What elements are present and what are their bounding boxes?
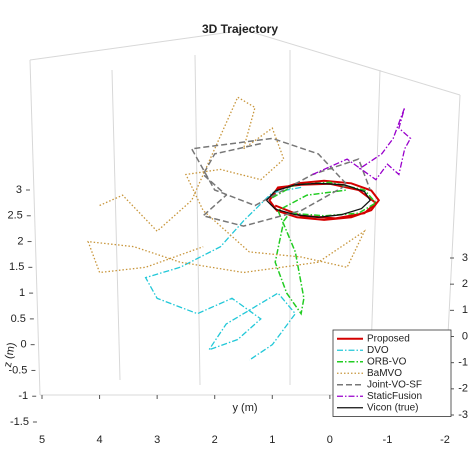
frame-lines: [29, 29, 461, 396]
trajectory: [271, 181, 378, 316]
y-tick-label: 0.5: [11, 313, 26, 325]
x-tick-label: 2: [212, 434, 218, 446]
y-tick-label: -1: [18, 390, 28, 402]
x2-tick-label: -3: [458, 409, 468, 421]
legend-box: [332, 329, 452, 417]
legend: ProposedDVOORB-VOBaMVOJoint-VO-SFStaticF…: [332, 329, 452, 417]
x-tick-label: -1: [383, 434, 393, 446]
x2-tick-label: 0: [462, 330, 468, 342]
y-tick-label: 0: [21, 339, 27, 351]
y-tick-label: 1: [19, 287, 25, 299]
x-axis-label: y (m): [232, 402, 257, 414]
x-tick-label: -2: [440, 434, 450, 446]
legend-label: Proposed: [367, 333, 410, 344]
chart-title: 3D Trajectory: [202, 22, 278, 36]
x2-tick-label: 1: [462, 304, 468, 316]
x2-tick-label: -1: [458, 357, 468, 369]
trajectory: [190, 137, 371, 227]
x-tick-label: 4: [97, 434, 103, 446]
trajectory: [144, 186, 302, 361]
x-tick-label: 0: [327, 434, 333, 446]
x-tick-label: 5: [39, 434, 45, 446]
x-tick-label: 1: [269, 434, 275, 446]
y-tick-label: 3: [16, 184, 22, 196]
trajectory: [312, 107, 412, 181]
trajectory: [266, 182, 372, 218]
trajectory: [87, 96, 367, 274]
y-tick-label: 2.5: [7, 210, 22, 222]
axes-box: [29, 29, 461, 396]
y-axis-label: z (m): [2, 342, 18, 369]
y-tick-label: 1.5: [9, 261, 24, 273]
y-tick-label: 2: [17, 235, 23, 247]
legend-label: Vicon (true): [367, 402, 419, 413]
x2-tick-label: 3: [462, 252, 468, 264]
legend-label: Joint-VO-SF: [367, 379, 422, 390]
plot: [87, 96, 412, 361]
legend-label: StaticFusion: [367, 391, 422, 402]
x-tick-label: 3: [154, 434, 160, 446]
legend-label: DVO: [367, 345, 389, 356]
y-tick-label: -0.5: [8, 364, 27, 376]
y-tick-label: -1.5: [10, 416, 29, 428]
x2-tick-label: -2: [458, 383, 468, 395]
x2-tick-label: 2: [462, 278, 468, 290]
legend-label: BaMVO: [367, 368, 402, 379]
legend-label: ORB-VO: [367, 356, 407, 367]
